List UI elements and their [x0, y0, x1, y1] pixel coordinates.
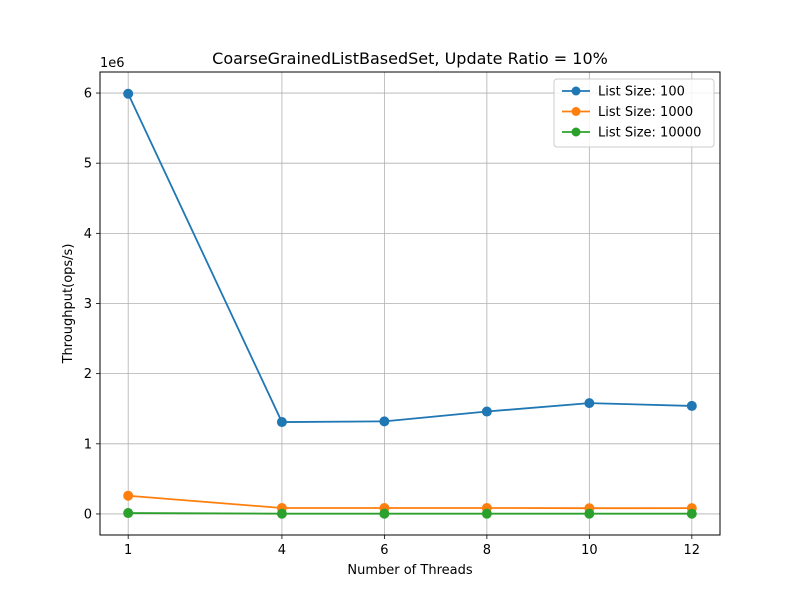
legend-item: List Size: 1000	[562, 105, 693, 120]
y-tick-label: 3	[84, 297, 92, 312]
legend-label: List Size: 10000	[598, 126, 701, 141]
x-tick-label: 10	[581, 543, 598, 558]
x-tick-label: 6	[380, 543, 388, 558]
x-tick-label: 4	[278, 543, 286, 558]
x-tick-label: 1	[124, 543, 132, 558]
data-point	[379, 416, 390, 427]
y-axis: 0 1 2 3 4 5 6	[84, 87, 100, 522]
series-1	[123, 88, 697, 428]
data-point	[276, 508, 287, 519]
y-tick-label: 0	[84, 507, 92, 522]
chart-title: CoarseGrainedListBasedSet, Update Ratio …	[212, 49, 608, 68]
x-axis-label: Number of Threads	[347, 563, 472, 578]
series-line	[127, 93, 692, 423]
x-tick-label: 8	[483, 543, 491, 558]
legend-label: List Size: 100	[598, 85, 685, 100]
data-point	[123, 88, 134, 99]
series-layer	[123, 88, 697, 519]
series-line	[128, 512, 692, 515]
y-tick-label: 5	[84, 157, 92, 172]
data-point	[481, 508, 492, 519]
legend-label: List Size: 1000	[598, 105, 693, 120]
legend-item: List Size: 100	[562, 85, 685, 100]
y-tick-label: 1	[84, 437, 92, 452]
legend-item: List Size: 10000	[562, 126, 701, 141]
data-point	[686, 508, 697, 519]
data-point	[686, 400, 697, 411]
data-point	[276, 417, 287, 428]
data-point	[584, 508, 595, 519]
legend: List Size: 100 List Size: 1000 List Size: …	[553, 78, 715, 148]
x-axis: 1 4 6 8 10 12	[124, 535, 700, 558]
legend-marker	[571, 107, 581, 116]
legend-marker	[571, 86, 581, 96]
y-axis-label: Throughput(ops/s)	[61, 244, 76, 365]
x-tick-label: 12	[684, 543, 701, 558]
y-tick-label: 4	[84, 227, 92, 242]
data-point	[379, 508, 390, 519]
data-point	[123, 490, 134, 501]
y-tick-label: 6	[84, 87, 92, 102]
series-line	[128, 494, 692, 510]
data-point	[481, 406, 492, 417]
series-3	[123, 508, 697, 519]
legend-marker	[571, 127, 581, 137]
y-axis-offset-label: 1e6	[100, 56, 125, 71]
data-point	[123, 508, 134, 519]
y-tick-label: 2	[84, 367, 92, 382]
legend-box	[553, 78, 715, 148]
grid	[100, 72, 720, 535]
data-point	[584, 398, 595, 409]
